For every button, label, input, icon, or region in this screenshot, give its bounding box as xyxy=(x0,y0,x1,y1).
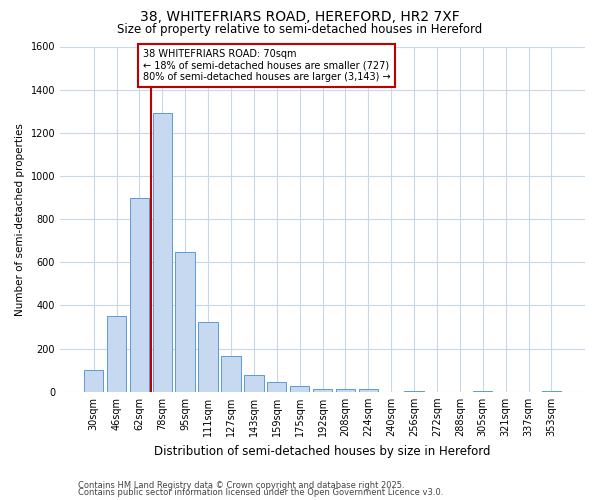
Bar xyxy=(244,374,263,392)
Bar xyxy=(542,390,561,392)
Bar xyxy=(404,390,424,392)
Bar xyxy=(152,114,172,392)
Bar xyxy=(107,316,126,392)
Y-axis label: Number of semi-detached properties: Number of semi-detached properties xyxy=(15,122,25,316)
Bar xyxy=(199,322,218,392)
Bar xyxy=(221,356,241,392)
Bar xyxy=(290,386,310,392)
X-axis label: Distribution of semi-detached houses by size in Hereford: Distribution of semi-detached houses by … xyxy=(154,444,491,458)
Text: Size of property relative to semi-detached houses in Hereford: Size of property relative to semi-detach… xyxy=(118,22,482,36)
Bar xyxy=(175,252,195,392)
Text: 38 WHITEFRIARS ROAD: 70sqm
← 18% of semi-detached houses are smaller (727)
80% o: 38 WHITEFRIARS ROAD: 70sqm ← 18% of semi… xyxy=(143,48,391,82)
Bar xyxy=(130,198,149,392)
Bar xyxy=(313,389,332,392)
Text: Contains HM Land Registry data © Crown copyright and database right 2025.: Contains HM Land Registry data © Crown c… xyxy=(78,480,404,490)
Bar xyxy=(267,382,286,392)
Bar xyxy=(84,370,103,392)
Text: 38, WHITEFRIARS ROAD, HEREFORD, HR2 7XF: 38, WHITEFRIARS ROAD, HEREFORD, HR2 7XF xyxy=(140,10,460,24)
Bar xyxy=(359,389,378,392)
Bar xyxy=(335,388,355,392)
Text: Contains public sector information licensed under the Open Government Licence v3: Contains public sector information licen… xyxy=(78,488,443,497)
Bar xyxy=(473,390,493,392)
